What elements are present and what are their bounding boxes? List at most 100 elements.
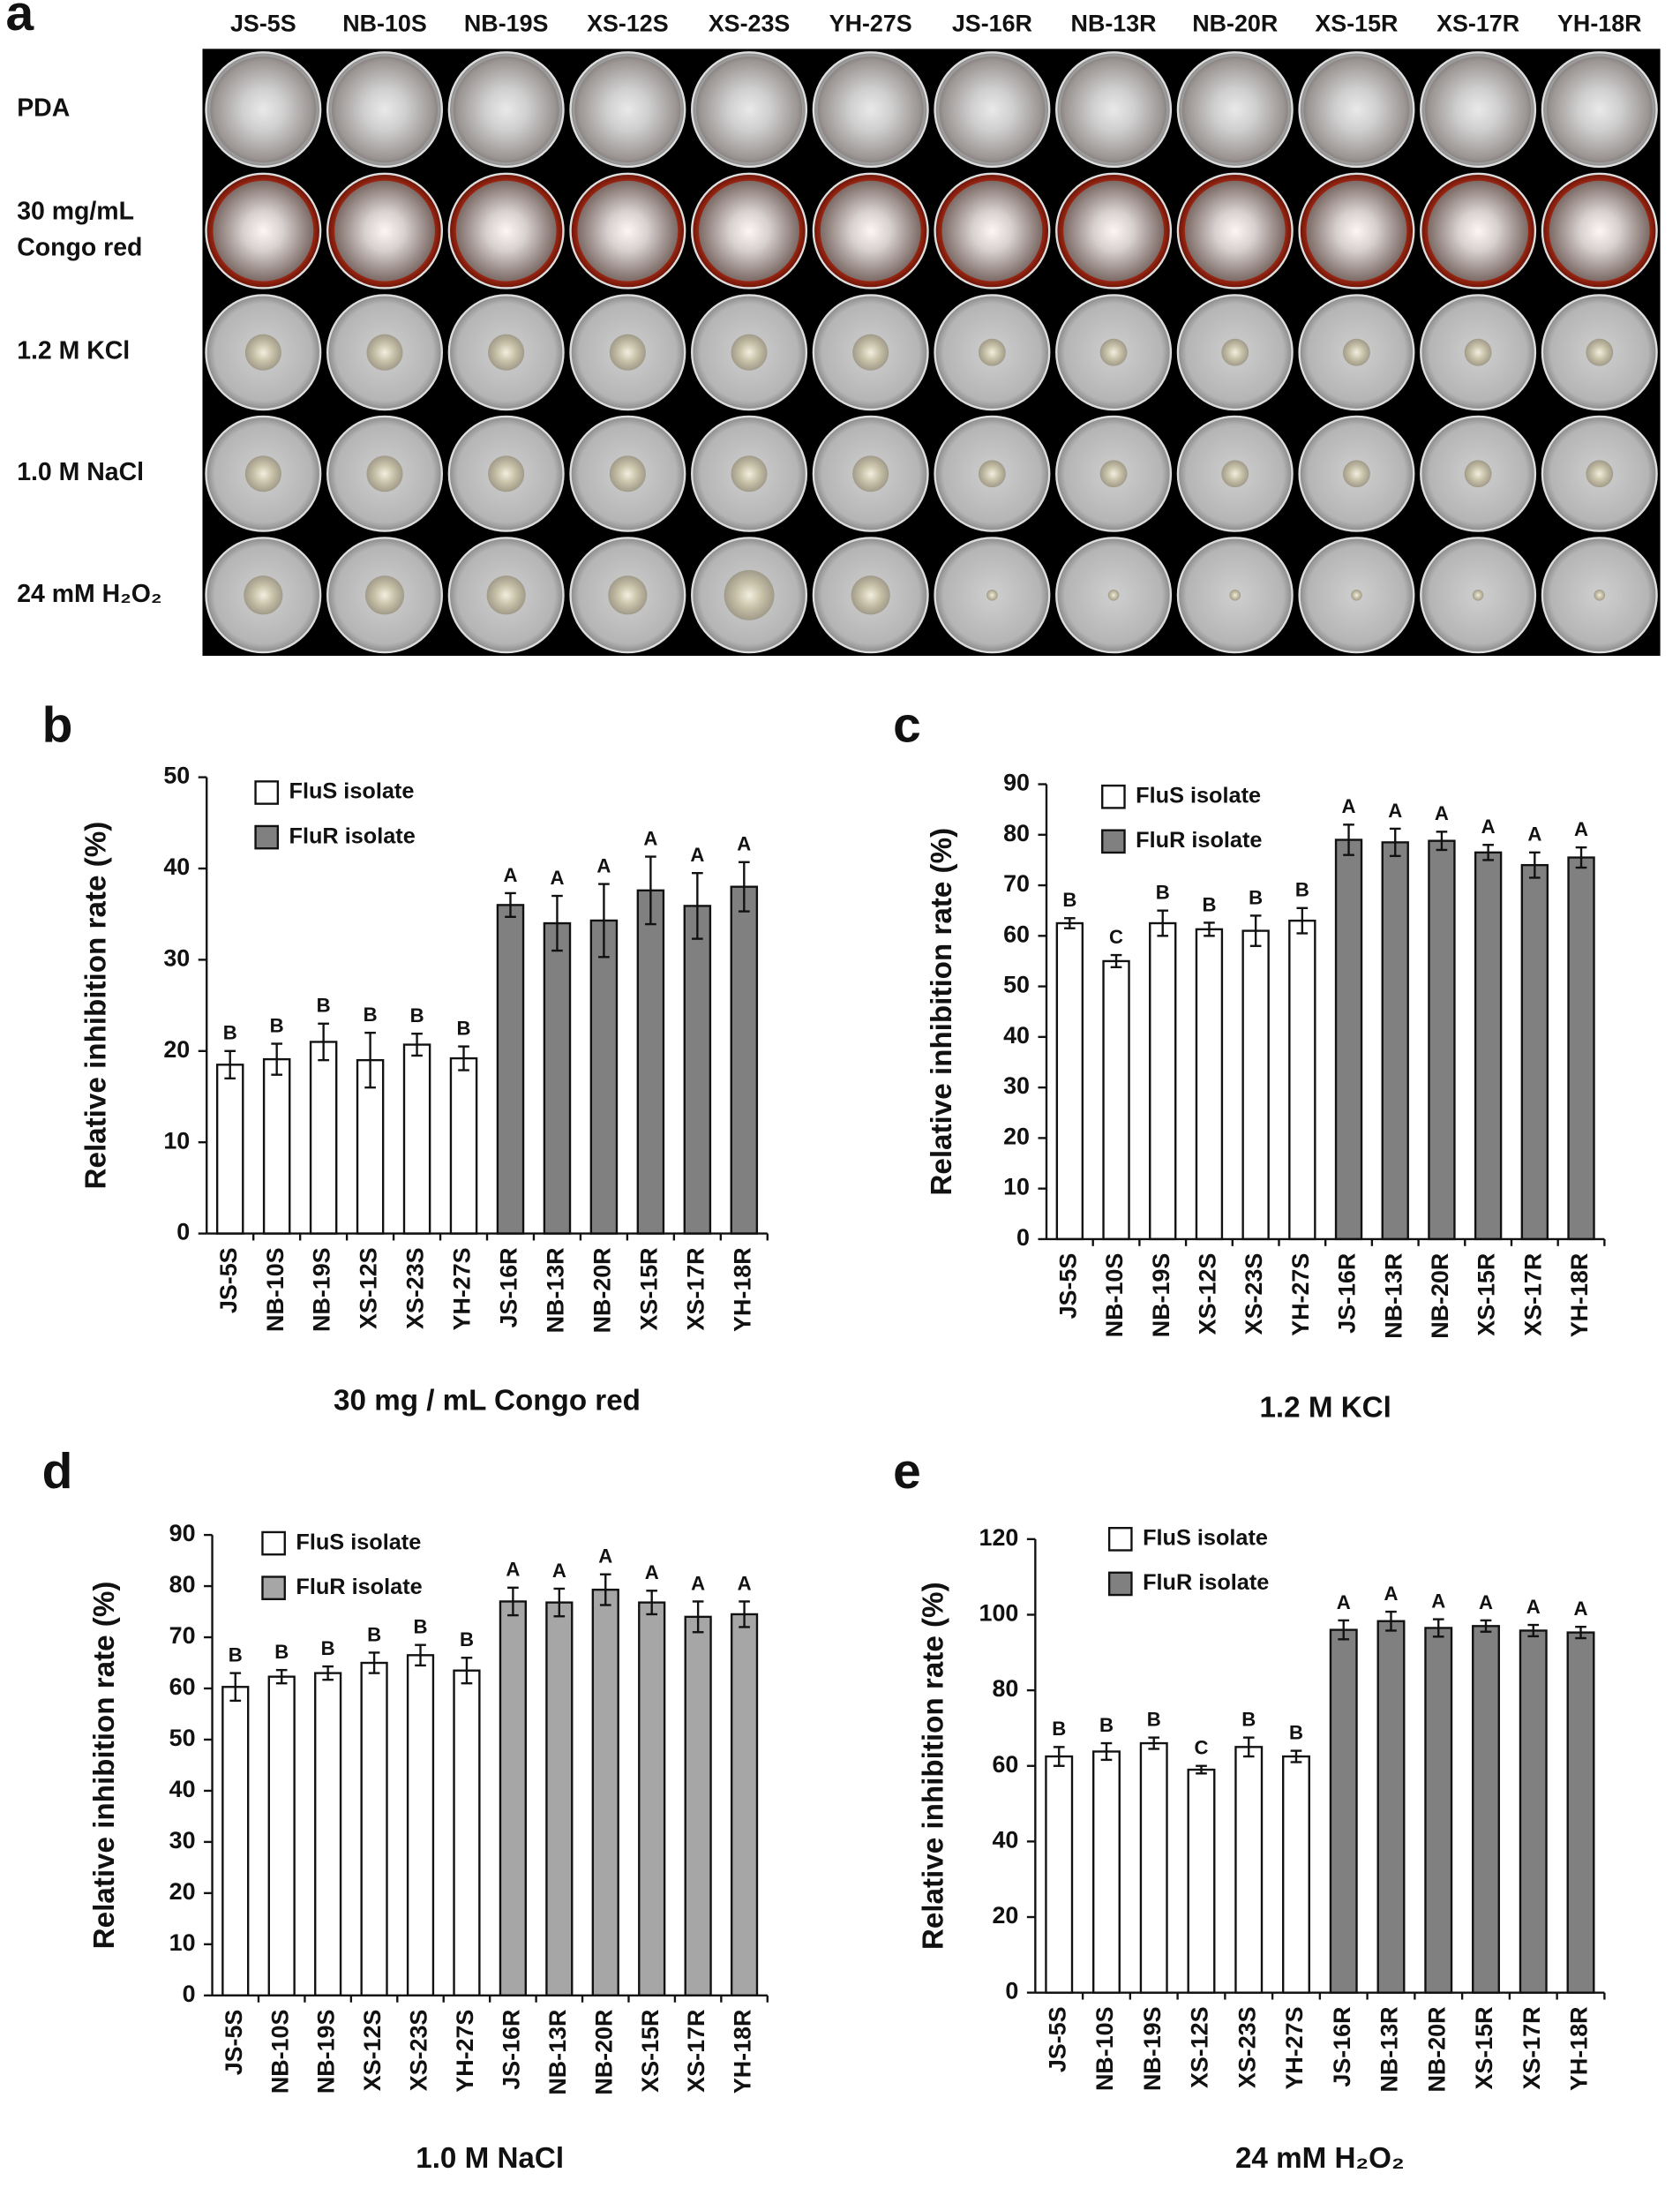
error-bar [1343, 823, 1354, 856]
x-tick-label: NB-19S [1139, 2006, 1166, 2091]
row-label: PDA [17, 94, 70, 123]
significance-letter: A [1388, 800, 1402, 822]
x-tick-label: XS-12S [1187, 2006, 1213, 2088]
significance-letter: A [1479, 1591, 1493, 1613]
bar [636, 889, 665, 1235]
colony [1343, 338, 1370, 366]
legend-swatch [254, 780, 280, 805]
bar [1567, 856, 1595, 1241]
colony [695, 56, 803, 163]
x-tick-label: XS-15R [1474, 1253, 1500, 1336]
significance-letter: A [1574, 1598, 1588, 1620]
bar [1472, 1625, 1500, 1994]
x-tick-label: XS-17R [683, 2010, 709, 2093]
colony [574, 56, 681, 163]
row-label: 24 mM H₂O₂ [17, 580, 161, 608]
significance-letter: A [552, 1560, 566, 1582]
colony [366, 334, 403, 371]
colony [1428, 180, 1529, 282]
colony [331, 56, 439, 163]
x-tick-label: XS-17R [1519, 1253, 1546, 1336]
y-axis-label: Relative inhibition rate (%) [80, 822, 113, 1190]
significance-letter: B [270, 1014, 284, 1036]
colony [488, 334, 525, 371]
x-tick-label: NB-13R [543, 1247, 569, 1333]
colony [1464, 338, 1492, 366]
x-tick-label: XS-12S [1195, 1253, 1221, 1335]
significance-letter: A [1342, 795, 1356, 817]
error-bar [1575, 1625, 1586, 1640]
bar [1045, 1755, 1074, 1994]
legend-label: FluS isolate [296, 1530, 421, 1554]
significance-letter: B [457, 1018, 471, 1040]
x-tick-label: NB-20R [589, 1247, 616, 1333]
x-tick-label: YH-27S [452, 2010, 478, 2093]
y-tick-label: 20 [1003, 1123, 1030, 1149]
y-tick-label: 0 [1016, 1224, 1030, 1251]
y-tick-label: 20 [992, 1902, 1018, 1929]
colony [852, 334, 889, 371]
x-tick-label: NB-19S [313, 2010, 340, 2094]
error-bar [739, 1600, 750, 1628]
bar [1474, 851, 1503, 1241]
error-bar [1575, 846, 1587, 869]
significance-letter: B [229, 1643, 243, 1665]
y-tick-label: 70 [169, 1622, 196, 1649]
column-label: NB-13R [1071, 11, 1157, 37]
error-bar [507, 1586, 519, 1617]
bar [1428, 839, 1456, 1241]
significance-letter: B [1289, 1721, 1303, 1743]
y-axis-label: Relative inhibition rate (%) [88, 1582, 121, 1950]
legend-swatch [1107, 1527, 1133, 1552]
x-tick-label: NB-13R [1376, 2006, 1403, 2092]
y-tick-label: 40 [163, 853, 190, 880]
bar [449, 1056, 478, 1235]
significance-letter: B [460, 1628, 474, 1650]
x-tick-label: NB-19S [1148, 1253, 1174, 1338]
x-tick-label: YH-18R [730, 2010, 756, 2094]
colony [1063, 180, 1164, 282]
x-tick-label: XS-23S [1241, 1253, 1267, 1335]
x-tick-label: XS-12S [356, 1247, 382, 1329]
x-tick-label: NB-13R [544, 2010, 571, 2095]
error-bar [229, 1672, 242, 1703]
bar [1102, 959, 1130, 1241]
bar [1149, 921, 1177, 1241]
significance-letter: A [1431, 1590, 1445, 1612]
bar [730, 885, 759, 1235]
y-tick-label: 10 [163, 1127, 190, 1154]
error-bar [1389, 827, 1401, 858]
significance-letter: B [223, 1022, 237, 1044]
panel-label: c [893, 696, 921, 753]
significance-letter: B [364, 1004, 378, 1026]
colony [820, 180, 921, 282]
bar [1195, 928, 1224, 1241]
y-tick-label: 30 [1003, 1072, 1030, 1099]
colony [1594, 589, 1606, 601]
column-label: JS-16R [952, 11, 1032, 37]
bar [545, 1601, 574, 1997]
bar [1424, 1627, 1453, 1994]
y-axis-label: Relative inhibition rate (%) [926, 828, 958, 1196]
significance-letter: B [414, 1616, 428, 1638]
y-tick-label: 80 [1003, 820, 1030, 846]
legend-label: FluS isolate [1136, 783, 1261, 808]
column-label: YH-18R [1557, 11, 1642, 37]
y-tick-label: 80 [169, 1571, 196, 1598]
error-bar [1529, 851, 1541, 879]
y-tick-label: 40 [1003, 1022, 1030, 1049]
error-bar [1527, 1623, 1540, 1638]
y-tick-label: 0 [176, 1219, 190, 1245]
significance-letter: B [1202, 893, 1216, 915]
legend-label: FluS isolate [1143, 1526, 1268, 1551]
x-tick-label: JS-16R [1329, 2006, 1355, 2086]
bar [589, 919, 619, 1235]
plate-grid [205, 51, 1658, 654]
y-tick-label: 10 [1003, 1174, 1030, 1200]
colony [1060, 56, 1167, 163]
significance-letter: A [737, 833, 751, 855]
bar [360, 1661, 388, 1997]
bar [402, 1043, 431, 1235]
column-label: NB-19S [464, 11, 549, 37]
